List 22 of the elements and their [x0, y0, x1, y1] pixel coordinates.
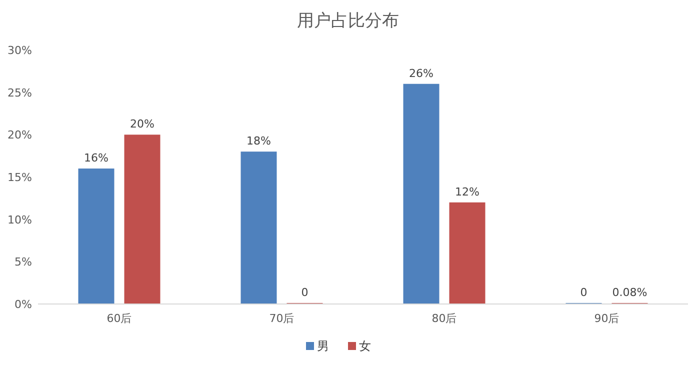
data-label: 20%	[130, 118, 154, 131]
y-tick-label: 5%	[14, 256, 32, 269]
legend-label: 女	[359, 339, 371, 353]
data-label: 12%	[455, 185, 480, 198]
data-label: 0	[301, 286, 308, 299]
chart-title: 用户占比分布	[297, 11, 399, 31]
x-tick-label: 60后	[106, 312, 132, 325]
y-tick-label: 10%	[8, 213, 32, 226]
y-tick-label: 15%	[8, 171, 32, 184]
data-label: 0.08%	[612, 286, 648, 299]
data-label: 18%	[246, 134, 271, 148]
data-label: 26%	[409, 66, 434, 80]
x-tick-label: 80后	[432, 312, 457, 325]
y-tick-label: 30%	[8, 44, 32, 57]
y-tick-label: 25%	[8, 86, 32, 100]
y-tick-label: 20%	[8, 128, 32, 142]
data-label: 16%	[84, 152, 108, 165]
x-tick-label: 70后	[269, 312, 294, 325]
y-tick-label: 0%	[14, 298, 32, 311]
legend-label: 男	[317, 339, 329, 353]
x-tick-label: 90后	[594, 312, 620, 325]
data-label: 0	[580, 286, 588, 299]
